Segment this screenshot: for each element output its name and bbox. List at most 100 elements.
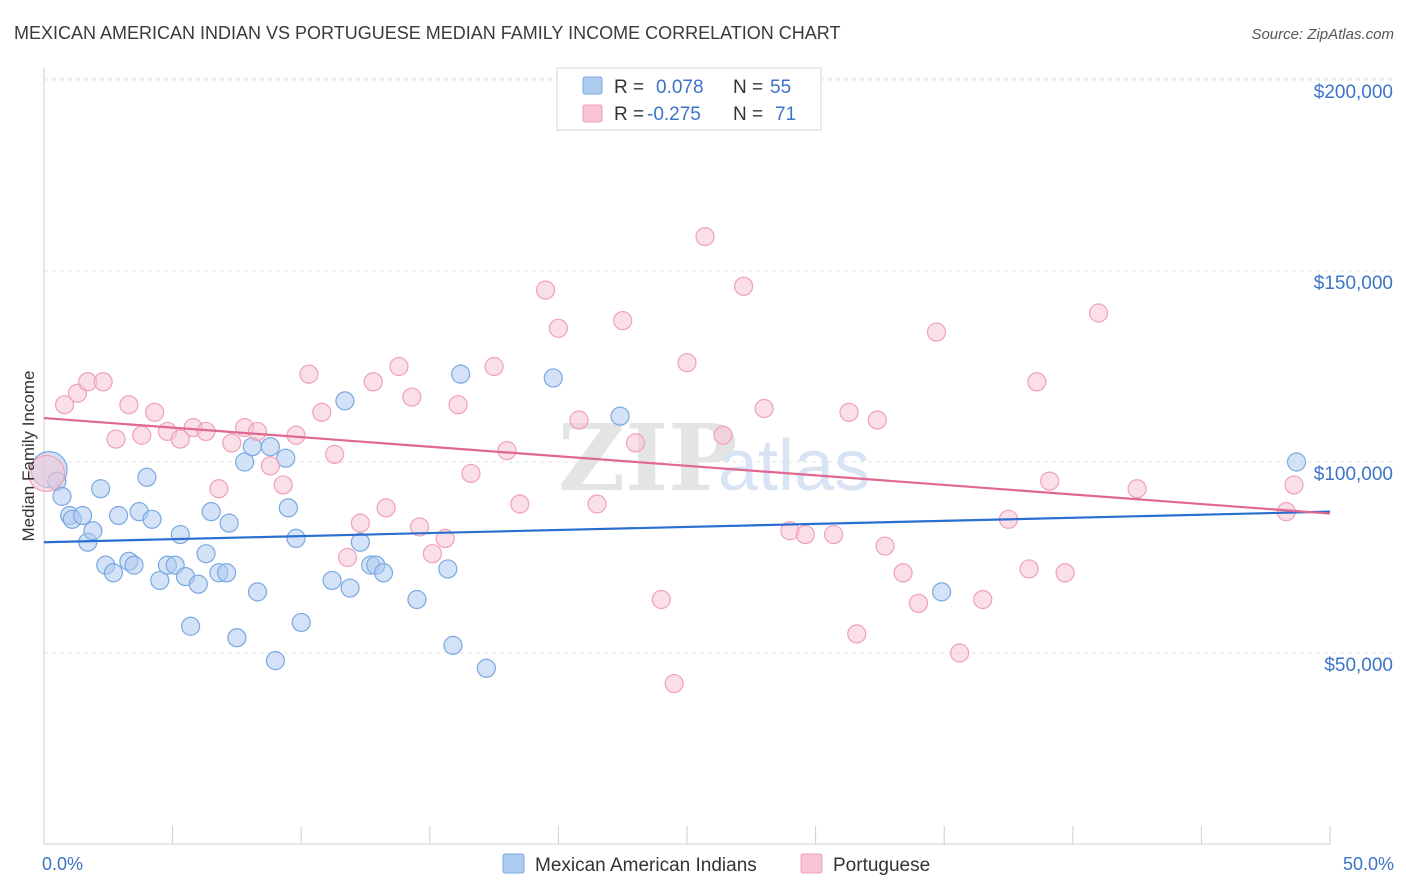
point-0-11	[108, 505, 129, 526]
point-1-68	[1127, 479, 1147, 499]
point-1-66	[1055, 563, 1075, 583]
point-1-63	[1019, 559, 1039, 579]
x-tick-marks	[43, 826, 1331, 844]
y-tick-label-2: $150,000	[1314, 273, 1393, 294]
point-1-43	[651, 589, 671, 610]
point-0-8	[90, 479, 111, 499]
x-tick-label-min: 0.0%	[42, 854, 83, 874]
point-1-51	[795, 524, 815, 545]
point-1-52	[824, 524, 844, 545]
point-1-60	[950, 643, 970, 663]
legend-series-swatch-1	[800, 853, 823, 874]
legend-series-label-0: Mexican American Indians	[535, 855, 757, 876]
point-0-5	[72, 505, 93, 526]
point-1-10	[170, 429, 190, 449]
point-0-52	[610, 406, 630, 426]
point-1-42	[625, 433, 646, 453]
point-1-24	[350, 513, 370, 533]
legend-n-value-1: 71	[775, 104, 796, 125]
point-1-67	[1088, 303, 1109, 323]
y-axis-label: Median Family Income	[19, 370, 38, 541]
point-1-38	[548, 318, 569, 338]
point-1-32	[448, 395, 468, 415]
point-0-30	[235, 452, 255, 472]
point-1-35	[497, 440, 517, 461]
point-1-31	[435, 528, 455, 549]
point-1-56	[875, 536, 895, 556]
point-0-37	[286, 528, 306, 549]
legend-r-label-1: R =	[614, 104, 644, 125]
point-1-22	[325, 444, 345, 464]
point-1-5	[106, 429, 126, 449]
point-1-27	[389, 356, 409, 377]
point-1-58	[908, 593, 929, 613]
point-0-40	[335, 391, 355, 411]
point-1-30	[422, 544, 442, 564]
point-1-36	[510, 494, 530, 514]
point-1-14	[222, 433, 242, 453]
point-0-50	[476, 658, 496, 678]
point-1-46	[695, 227, 715, 247]
point-1-49	[754, 398, 774, 419]
point-1-8	[144, 402, 165, 422]
point-0-38	[291, 612, 311, 633]
point-1-7	[132, 425, 152, 445]
point-1-20	[299, 364, 319, 384]
legend-r-label-0: R =	[614, 77, 644, 98]
legend-series-swatch-0	[502, 853, 525, 874]
point-1-47	[713, 425, 733, 445]
point-0-23	[188, 574, 208, 594]
legend-swatch-blue	[582, 76, 603, 95]
legend-series: Mexican American Indians Portuguese	[502, 853, 930, 876]
y-tick-labels: $50,000 $100,000 $150,000 $200,000	[1314, 82, 1393, 676]
point-0-17	[150, 570, 170, 591]
point-0-16	[142, 509, 162, 529]
point-0-29	[227, 628, 247, 648]
series-portuguese	[27, 227, 1304, 694]
point-1-21	[312, 402, 332, 422]
point-1-61	[973, 589, 993, 610]
point-0-22	[181, 616, 201, 636]
trendline-portuguese	[43, 416, 1331, 515]
point-1-25	[363, 372, 383, 392]
point-1-59	[926, 322, 947, 342]
point-0-25	[201, 502, 221, 522]
point-1-0	[27, 454, 66, 493]
point-1-70	[1284, 475, 1304, 495]
point-0-54	[1286, 452, 1307, 472]
point-1-65	[1040, 471, 1060, 491]
point-1-16	[247, 421, 268, 442]
legend-n-value-0: 55	[770, 77, 791, 98]
point-1-54	[847, 624, 867, 644]
point-1-26	[376, 498, 396, 518]
y-tick-label-1: $100,000	[1314, 464, 1393, 485]
point-0-15	[137, 467, 157, 487]
point-1-39	[569, 410, 589, 430]
chart-title: MEXICAN AMERICAN INDIAN VS PORTUGUESE ME…	[14, 23, 840, 43]
point-0-2	[52, 486, 72, 506]
x-tick-label-max: 50.0%	[1343, 854, 1394, 874]
gridlines	[44, 77, 1394, 654]
y-tick-label-0: $50,000	[1324, 655, 1393, 676]
point-0-35	[276, 448, 296, 468]
watermark-atlas: atlas	[718, 426, 870, 506]
point-1-53	[839, 402, 859, 422]
point-0-7	[83, 521, 103, 541]
point-0-41	[340, 578, 360, 598]
point-0-24	[196, 544, 216, 564]
y-tick-label-3: $200,000	[1314, 82, 1393, 103]
point-0-13	[124, 555, 144, 575]
legend-swatch-pink	[582, 104, 603, 123]
point-1-29	[409, 517, 430, 537]
point-1-41	[613, 311, 633, 331]
point-0-51	[543, 368, 563, 388]
point-0-32	[247, 582, 268, 602]
point-1-17	[260, 456, 280, 476]
point-1-45	[677, 353, 697, 373]
point-1-48	[733, 276, 754, 296]
point-0-33	[260, 437, 280, 457]
point-1-57	[893, 563, 913, 583]
point-0-53	[932, 582, 952, 602]
point-0-10	[103, 563, 124, 583]
legend-r-value-0: 0.078	[656, 77, 704, 98]
